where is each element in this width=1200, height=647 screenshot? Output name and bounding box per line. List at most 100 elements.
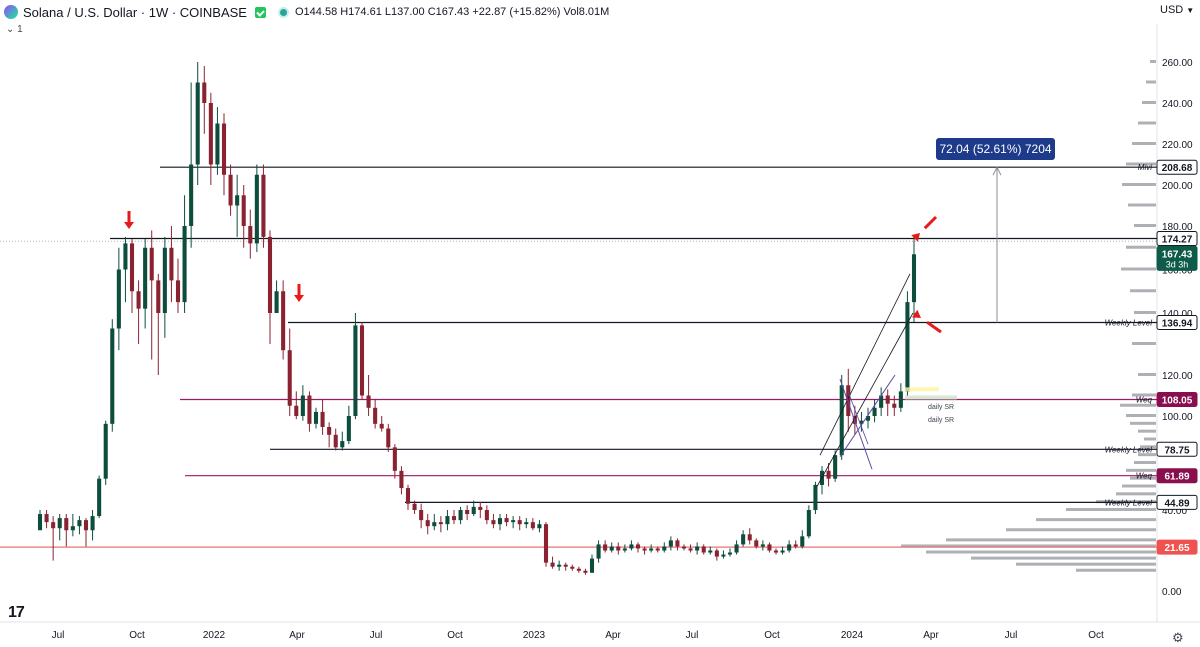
volume-profile-bar [1142, 101, 1156, 104]
candle-body [90, 516, 95, 531]
candle-body [313, 411, 319, 424]
check-flag-icon[interactable] [254, 6, 266, 18]
candle-body [366, 395, 371, 408]
candle-body [747, 534, 752, 541]
volume-profile-bar [1134, 311, 1156, 314]
candle-body [405, 488, 411, 504]
candle-body [642, 548, 647, 551]
volume-profile-bar [1130, 421, 1156, 425]
price-tick-label: 260.00 [1162, 58, 1193, 69]
level-line-label: Weq [1136, 395, 1153, 404]
candle-body [550, 562, 555, 567]
tradingview-logo-icon[interactable]: 17 [8, 604, 25, 621]
time-tick-label: Apr [923, 630, 939, 641]
candle-body [51, 522, 56, 529]
volume-profile-bar [1076, 568, 1156, 572]
price-tick-label: 100.00 [1162, 412, 1193, 423]
time-tick-label: Jul [686, 630, 699, 641]
candle-body [833, 455, 838, 479]
candle-body [603, 544, 608, 551]
collapse-legend-button[interactable]: ⌄ 1 [6, 24, 23, 35]
cross-line [839, 378, 873, 470]
candle-body [583, 570, 588, 573]
candle-body [662, 546, 667, 551]
market-status-icon [279, 8, 287, 16]
candle-body [668, 540, 673, 547]
time-tick-label: Jul [1005, 630, 1018, 641]
candle-body [701, 546, 706, 553]
candle-body [136, 291, 141, 309]
volume-profile-bar [971, 556, 1156, 560]
candle-body [267, 236, 273, 313]
candle-body [327, 426, 332, 435]
candle-body [346, 416, 351, 442]
candle-body [865, 416, 871, 421]
candle-body [83, 520, 89, 531]
candle-body [754, 540, 759, 547]
candle-body [241, 195, 246, 226]
candle-body [143, 247, 148, 309]
candle-body [780, 550, 785, 553]
symbol-title[interactable]: Solana / U.S. Dollar · 1W · COINBASE [23, 4, 247, 20]
price-axis-label [1156, 391, 1198, 407]
time-tick-label: Oct [447, 630, 463, 641]
currency-selector[interactable]: USD ▼ [1160, 4, 1194, 16]
candle-body [379, 423, 384, 429]
price-axis-label-text: 174.27 [1162, 234, 1193, 245]
candle-body [563, 564, 568, 567]
candle-body [123, 243, 128, 270]
price-axis-label [1156, 314, 1198, 330]
volume-profile-bar [1126, 414, 1156, 417]
volume-profile-bar [1016, 562, 1156, 566]
candle-body [813, 484, 818, 510]
volume-profile-bar [1120, 403, 1156, 407]
price-axis-label [1156, 159, 1198, 175]
legend-count: 1 [17, 24, 23, 35]
time-tick-label: Jul [52, 630, 65, 641]
candle-body [681, 546, 687, 549]
red-arrow-head [911, 233, 920, 242]
volume-profile-bar [1122, 183, 1156, 186]
candle-body [287, 350, 292, 406]
candle-body [116, 269, 121, 329]
candle-body [97, 478, 102, 517]
volume-profile-bar [1126, 162, 1156, 166]
volume-profile-bar [1132, 342, 1156, 345]
candle-body [708, 550, 713, 553]
volume-profile-bar [1121, 267, 1156, 271]
candle-body [235, 195, 240, 206]
candle-body [254, 174, 259, 244]
gear-icon[interactable]: ⚙ [1172, 630, 1184, 645]
volume-profile-bar [1128, 203, 1156, 207]
candle-body [432, 522, 437, 527]
level-line-label: Weekly Level [1105, 498, 1153, 507]
candle-body [175, 280, 181, 303]
candle-body [156, 280, 161, 313]
level-line-label: Weq [1136, 472, 1153, 481]
candle-body [458, 510, 463, 521]
candle-body [228, 174, 233, 206]
candle-body [465, 510, 470, 515]
level-line-label: Weekly Level [1105, 445, 1153, 454]
red-arrow-icon [923, 215, 938, 230]
candle-body [373, 407, 378, 424]
candle-body [570, 566, 575, 569]
price-tick-label: 200.00 [1162, 181, 1193, 192]
candle-body [734, 544, 739, 553]
price-axis-label-text: 78.75 [1164, 445, 1189, 456]
candle-body [622, 548, 627, 551]
price-countdown-text: 3d 3h [1166, 259, 1189, 269]
candle-body [110, 328, 115, 424]
candle-body [64, 518, 69, 531]
candle-body [471, 506, 476, 515]
candle-body [359, 325, 365, 396]
candle-body [320, 411, 325, 427]
interval[interactable]: 1W [148, 4, 169, 20]
daily-sr-label: daily SR [928, 404, 954, 411]
candle-body [826, 470, 831, 479]
daily-sr-box [905, 387, 939, 392]
level-line-label: Weekly Level [1105, 318, 1153, 327]
candle-body [741, 534, 746, 545]
level-line-label: Mivi [1138, 163, 1152, 172]
